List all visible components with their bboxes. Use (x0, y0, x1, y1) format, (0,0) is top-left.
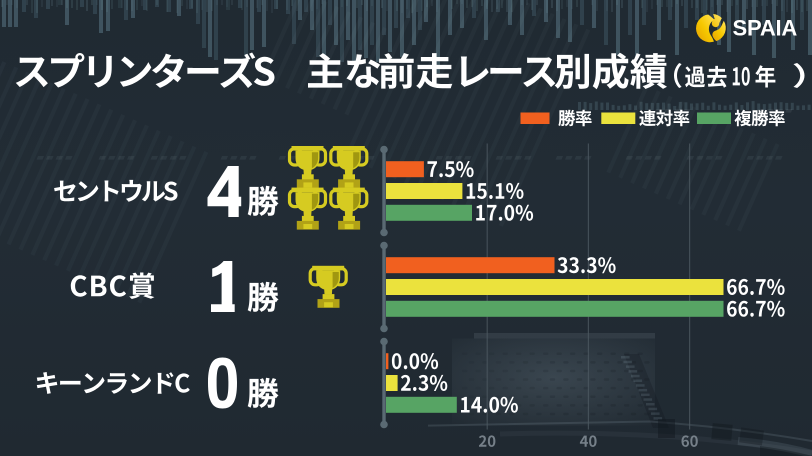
svg-text:SPAIA: SPAIA (733, 16, 798, 41)
